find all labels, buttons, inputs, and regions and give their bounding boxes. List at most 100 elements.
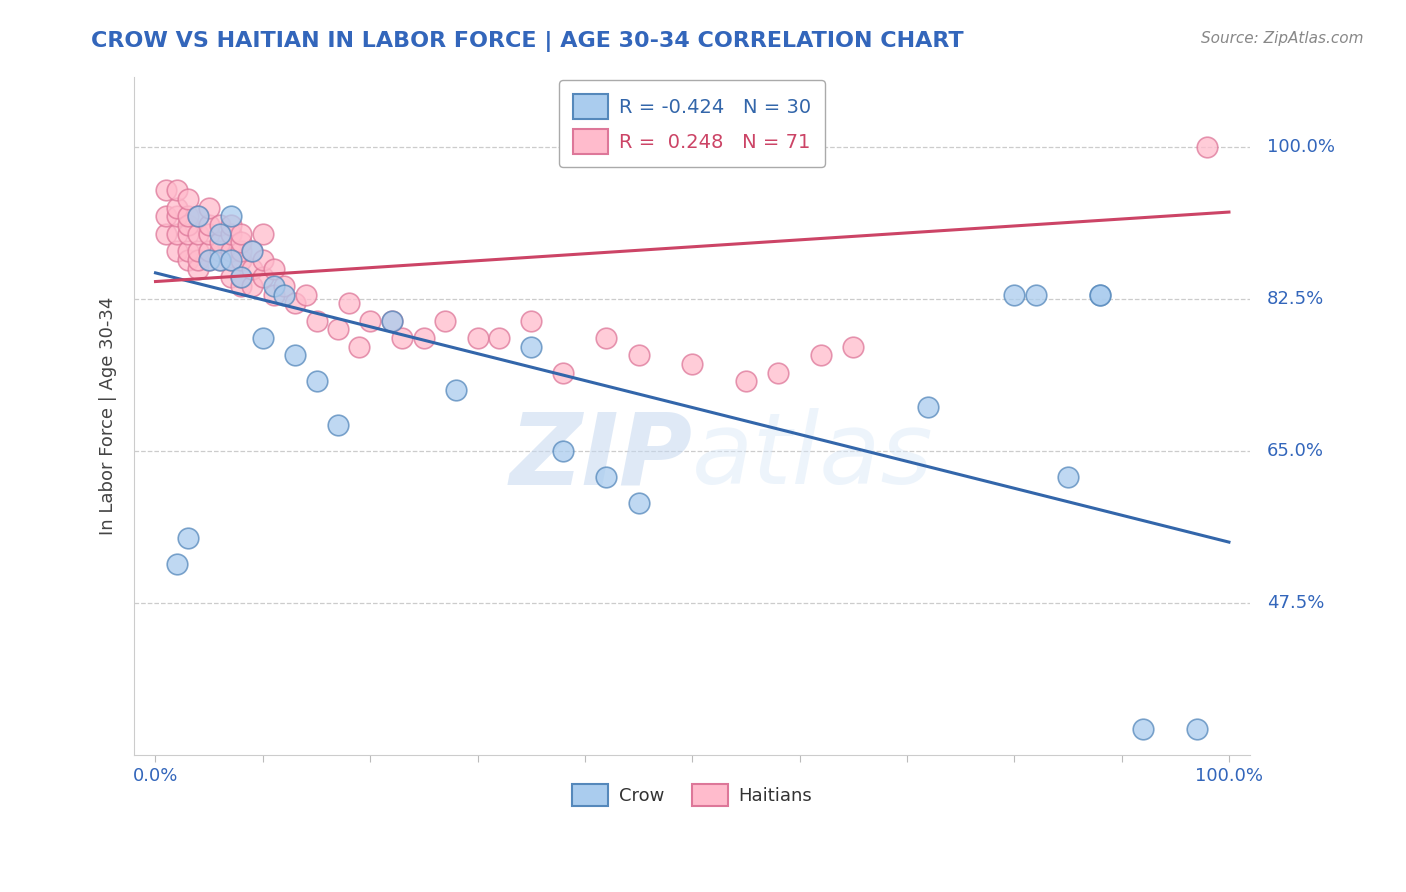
Point — [735, 375, 758, 389]
Point — [166, 227, 188, 241]
Point — [219, 227, 242, 241]
Point — [284, 296, 307, 310]
Point — [520, 340, 543, 354]
Point — [263, 279, 285, 293]
Point — [595, 470, 617, 484]
Point — [219, 252, 242, 267]
Point — [252, 270, 274, 285]
Point — [198, 252, 221, 267]
Point — [208, 252, 231, 267]
Point — [240, 244, 263, 259]
Point — [176, 531, 198, 545]
Point — [627, 348, 650, 362]
Point — [1088, 287, 1111, 301]
Point — [917, 401, 939, 415]
Point — [208, 227, 231, 241]
Point — [231, 270, 253, 285]
Point — [176, 252, 198, 267]
Point — [155, 183, 177, 197]
Point — [391, 331, 413, 345]
Text: atlas: atlas — [692, 409, 934, 506]
Point — [166, 557, 188, 571]
Point — [231, 244, 253, 259]
Point — [359, 313, 381, 327]
Point — [187, 261, 209, 276]
Text: ZIP: ZIP — [509, 409, 692, 506]
Point — [208, 252, 231, 267]
Point — [284, 348, 307, 362]
Point — [219, 210, 242, 224]
Point — [176, 227, 198, 241]
Point — [263, 287, 285, 301]
Point — [381, 313, 404, 327]
Text: 47.5%: 47.5% — [1267, 594, 1324, 612]
Point — [208, 235, 231, 250]
Point — [1088, 287, 1111, 301]
Point — [187, 210, 209, 224]
Point — [219, 252, 242, 267]
Point — [273, 287, 295, 301]
Point — [842, 340, 865, 354]
Point — [231, 270, 253, 285]
Point — [1002, 287, 1025, 301]
Point — [681, 357, 703, 371]
Point — [187, 210, 209, 224]
Point — [208, 244, 231, 259]
Point — [381, 313, 404, 327]
Point — [1057, 470, 1080, 484]
Point — [198, 201, 221, 215]
Point — [166, 201, 188, 215]
Point — [198, 244, 221, 259]
Point — [166, 183, 188, 197]
Point — [155, 227, 177, 241]
Point — [240, 244, 263, 259]
Point — [198, 218, 221, 232]
Text: 82.5%: 82.5% — [1267, 290, 1324, 308]
Point — [219, 244, 242, 259]
Point — [520, 313, 543, 327]
Point — [294, 287, 316, 301]
Point — [412, 331, 434, 345]
Point — [326, 322, 349, 336]
Point — [187, 227, 209, 241]
Point — [231, 235, 253, 250]
Point — [326, 417, 349, 432]
Point — [252, 331, 274, 345]
Point — [349, 340, 371, 354]
Text: CROW VS HAITIAN IN LABOR FORCE | AGE 30-34 CORRELATION CHART: CROW VS HAITIAN IN LABOR FORCE | AGE 30-… — [91, 31, 965, 53]
Point — [444, 383, 467, 397]
Point — [434, 313, 457, 327]
Point — [187, 252, 209, 267]
Point — [627, 496, 650, 510]
Point — [187, 244, 209, 259]
Point — [337, 296, 360, 310]
Point — [219, 218, 242, 232]
Legend: Crow, Haitians: Crow, Haitians — [565, 777, 820, 814]
Y-axis label: In Labor Force | Age 30-34: In Labor Force | Age 30-34 — [100, 297, 117, 535]
Point — [155, 210, 177, 224]
Point — [553, 366, 575, 380]
Point — [219, 270, 242, 285]
Point — [305, 313, 328, 327]
Point — [231, 252, 253, 267]
Point — [198, 227, 221, 241]
Point — [766, 366, 789, 380]
Point — [240, 261, 263, 276]
Point — [252, 227, 274, 241]
Point — [1185, 722, 1208, 736]
Text: 65.0%: 65.0% — [1267, 442, 1324, 460]
Point — [273, 279, 295, 293]
Point — [1132, 722, 1154, 736]
Point — [263, 261, 285, 276]
Point — [305, 375, 328, 389]
Point — [488, 331, 510, 345]
Point — [231, 227, 253, 241]
Point — [176, 210, 198, 224]
Point — [467, 331, 489, 345]
Point — [595, 331, 617, 345]
Point — [166, 244, 188, 259]
Point — [176, 244, 198, 259]
Point — [553, 444, 575, 458]
Point — [231, 279, 253, 293]
Point — [166, 210, 188, 224]
